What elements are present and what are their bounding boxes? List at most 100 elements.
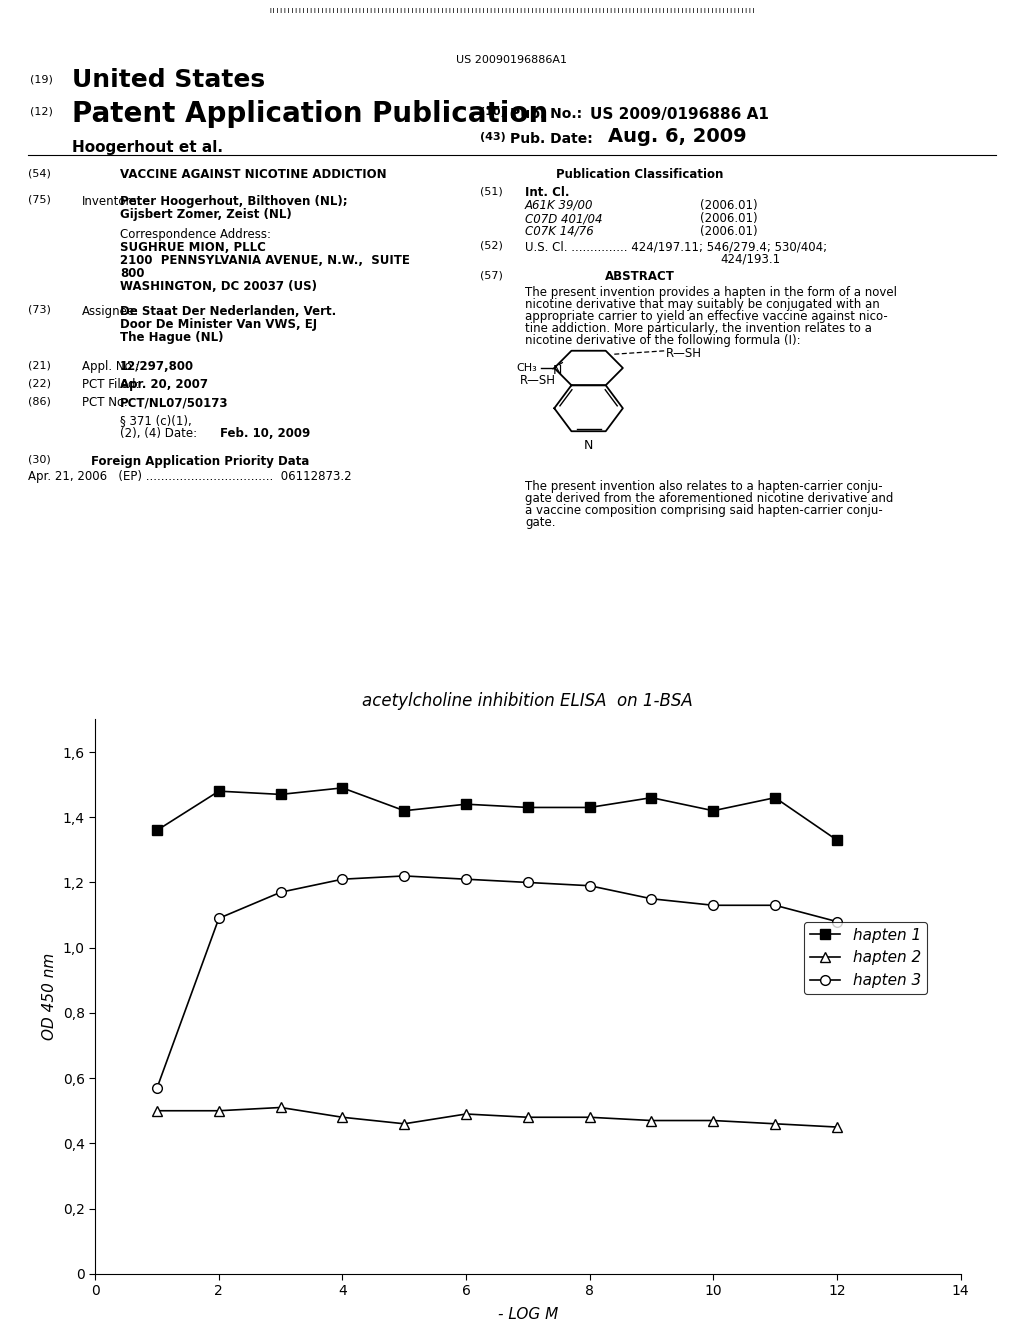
hapten 1 bbox=[584, 800, 596, 816]
Text: R—SH: R—SH bbox=[666, 347, 701, 360]
X-axis label: - LOG M: - LOG M bbox=[498, 1307, 558, 1320]
Text: R—SH: R—SH bbox=[520, 374, 556, 387]
Text: The present invention provides a hapten in the form of a novel: The present invention provides a hapten … bbox=[525, 286, 897, 300]
Text: Inventors:: Inventors: bbox=[82, 195, 141, 209]
Text: (52): (52) bbox=[480, 240, 503, 249]
Text: (12): (12) bbox=[30, 107, 53, 117]
hapten 1 bbox=[769, 789, 781, 805]
Text: A61K 39/00: A61K 39/00 bbox=[525, 199, 594, 213]
Text: (2006.01): (2006.01) bbox=[700, 213, 758, 224]
hapten 3 bbox=[830, 913, 843, 929]
Text: § 371 (c)(1),: § 371 (c)(1), bbox=[120, 414, 191, 426]
hapten 2 bbox=[708, 1113, 720, 1129]
Text: a vaccine composition comprising said hapten-carrier conju-: a vaccine composition comprising said ha… bbox=[525, 504, 883, 517]
Text: nicotine derivative of the following formula (I):: nicotine derivative of the following for… bbox=[525, 334, 801, 347]
hapten 1 bbox=[708, 803, 720, 818]
Text: Gijsbert Zomer, Zeist (NL): Gijsbert Zomer, Zeist (NL) bbox=[120, 209, 292, 220]
hapten 3 bbox=[398, 869, 411, 884]
Text: Apr. 21, 2006   (EP) ..................................  06112873.2: Apr. 21, 2006 (EP) .....................… bbox=[28, 470, 351, 483]
Text: N: N bbox=[553, 364, 562, 376]
Legend: hapten 1, hapten 2, hapten 3: hapten 1, hapten 2, hapten 3 bbox=[804, 921, 927, 994]
Text: Assignee:: Assignee: bbox=[82, 305, 139, 318]
Text: CH₃: CH₃ bbox=[516, 363, 538, 374]
hapten 2 bbox=[460, 1106, 472, 1122]
Text: ABSTRACT: ABSTRACT bbox=[605, 271, 675, 282]
Text: Patent Application Publication: Patent Application Publication bbox=[72, 100, 548, 128]
hapten 2 bbox=[521, 1109, 535, 1125]
hapten 3 bbox=[151, 1080, 163, 1096]
hapten 2 bbox=[769, 1115, 781, 1131]
Text: (57): (57) bbox=[480, 271, 503, 280]
hapten 1 bbox=[151, 822, 163, 838]
Text: (2), (4) Date:: (2), (4) Date: bbox=[120, 426, 198, 440]
Text: (10): (10) bbox=[480, 107, 506, 117]
hapten 2 bbox=[398, 1115, 411, 1131]
hapten 1 bbox=[460, 796, 472, 812]
Text: US 2009/0196886 A1: US 2009/0196886 A1 bbox=[590, 107, 769, 121]
hapten 3 bbox=[274, 884, 287, 900]
Text: Apr. 20, 2007: Apr. 20, 2007 bbox=[120, 378, 208, 391]
Text: U.S. Cl. ............... 424/197.11; 546/279.4; 530/404;: U.S. Cl. ............... 424/197.11; 546… bbox=[525, 240, 827, 253]
Y-axis label: OD 450 nm: OD 450 nm bbox=[42, 953, 57, 1040]
Text: Int. Cl.: Int. Cl. bbox=[525, 186, 569, 199]
hapten 3 bbox=[213, 911, 225, 927]
hapten 2 bbox=[584, 1109, 596, 1125]
Text: (19): (19) bbox=[30, 75, 53, 84]
Text: The present invention also relates to a hapten-carrier conju-: The present invention also relates to a … bbox=[525, 480, 883, 492]
Text: Door De Minister Van VWS, EJ: Door De Minister Van VWS, EJ bbox=[120, 318, 317, 331]
Text: gate derived from the aforementioned nicotine derivative and: gate derived from the aforementioned nic… bbox=[525, 492, 893, 506]
hapten 2 bbox=[830, 1119, 843, 1135]
Text: The Hague (NL): The Hague (NL) bbox=[120, 331, 223, 345]
Text: PCT No.:: PCT No.: bbox=[82, 396, 132, 409]
Text: WASHINGTON, DC 20037 (US): WASHINGTON, DC 20037 (US) bbox=[120, 280, 317, 293]
hapten 2 bbox=[274, 1100, 287, 1115]
Text: 424/193.1: 424/193.1 bbox=[720, 253, 780, 267]
Text: SUGHRUE MION, PLLC: SUGHRUE MION, PLLC bbox=[120, 242, 266, 253]
Text: ||||||||||||||||||||||||||||||||||||||||||||||||||||||||||||||||||||||||||||||||: ||||||||||||||||||||||||||||||||||||||||… bbox=[268, 8, 756, 13]
Text: VACCINE AGAINST NICOTINE ADDICTION: VACCINE AGAINST NICOTINE ADDICTION bbox=[120, 168, 387, 181]
hapten 3 bbox=[521, 875, 535, 891]
Text: (51): (51) bbox=[480, 186, 503, 195]
Text: tine addiction. More particularly, the invention relates to a: tine addiction. More particularly, the i… bbox=[525, 322, 871, 335]
Text: Foreign Application Priority Data: Foreign Application Priority Data bbox=[91, 455, 309, 469]
Text: Correspondence Address:: Correspondence Address: bbox=[120, 228, 271, 242]
hapten 2 bbox=[336, 1109, 348, 1125]
Text: C07D 401/04: C07D 401/04 bbox=[525, 213, 602, 224]
Text: (75): (75) bbox=[28, 195, 51, 205]
Text: Aug. 6, 2009: Aug. 6, 2009 bbox=[608, 127, 746, 147]
Text: (54): (54) bbox=[28, 168, 51, 178]
Text: Feb. 10, 2009: Feb. 10, 2009 bbox=[220, 426, 310, 440]
Text: (22): (22) bbox=[28, 378, 51, 388]
hapten 3 bbox=[769, 898, 781, 913]
Text: Hoogerhout et al.: Hoogerhout et al. bbox=[72, 140, 223, 154]
hapten 3 bbox=[584, 878, 596, 894]
Text: 2100  PENNSYLVANIA AVENUE, N.W.,  SUITE: 2100 PENNSYLVANIA AVENUE, N.W., SUITE bbox=[120, 253, 410, 267]
Text: nicotine derivative that may suitably be conjugated with an: nicotine derivative that may suitably be… bbox=[525, 298, 880, 312]
Text: Publication Classification: Publication Classification bbox=[556, 168, 724, 181]
hapten 2 bbox=[645, 1113, 657, 1129]
Text: (73): (73) bbox=[28, 305, 51, 315]
Text: (43): (43) bbox=[480, 132, 506, 143]
hapten 3 bbox=[708, 898, 720, 913]
Text: appropriate carrier to yield an effective vaccine against nico-: appropriate carrier to yield an effectiv… bbox=[525, 310, 888, 323]
Text: PCT Filed:: PCT Filed: bbox=[82, 378, 139, 391]
hapten 1 bbox=[398, 803, 411, 818]
Text: PCT/NL07/50173: PCT/NL07/50173 bbox=[120, 396, 228, 409]
Text: gate.: gate. bbox=[525, 516, 555, 529]
hapten 1 bbox=[336, 780, 348, 796]
Title: acetylcholine inhibition ELISA  on 1-BSA: acetylcholine inhibition ELISA on 1-BSA bbox=[362, 692, 693, 710]
Text: 12/297,800: 12/297,800 bbox=[120, 360, 195, 374]
Text: United States: United States bbox=[72, 69, 265, 92]
Text: C07K 14/76: C07K 14/76 bbox=[525, 224, 594, 238]
Text: N: N bbox=[584, 440, 593, 453]
hapten 1 bbox=[830, 832, 843, 847]
Text: Pub. No.:: Pub. No.: bbox=[510, 107, 582, 121]
hapten 1 bbox=[521, 800, 535, 816]
Line: hapten 2: hapten 2 bbox=[153, 1104, 842, 1131]
Text: Appl. No.:: Appl. No.: bbox=[82, 360, 139, 374]
Text: Peter Hoogerhout, Bilthoven (NL);: Peter Hoogerhout, Bilthoven (NL); bbox=[120, 195, 347, 209]
hapten 3 bbox=[645, 891, 657, 907]
Line: hapten 1: hapten 1 bbox=[153, 783, 842, 845]
hapten 3 bbox=[336, 871, 348, 887]
hapten 3 bbox=[460, 871, 472, 887]
